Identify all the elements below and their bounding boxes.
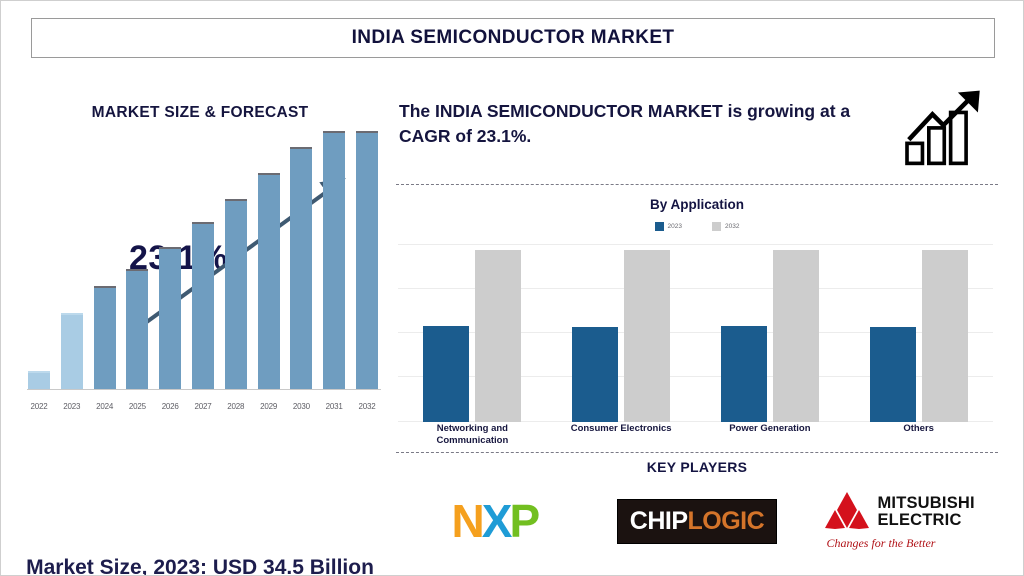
key-players-title: KEY PLAYERS <box>646 459 748 475</box>
axis-tick-label: 2024 <box>96 402 114 411</box>
app-bar-2023 <box>423 326 470 422</box>
forecast-bar-col <box>224 131 248 389</box>
chiplogic-logo: CHIP LOGIC <box>616 498 778 544</box>
by-application-legend: 2023 2032 <box>393 222 1001 231</box>
axis-tick-label: 2023 <box>63 402 81 411</box>
forecast-bars <box>27 131 379 389</box>
app-bar-2023 <box>720 326 767 422</box>
axis-tick-label: 2026 <box>161 402 179 411</box>
nxp-logo-letter-n: N <box>451 495 485 547</box>
forecast-bar-col <box>355 131 379 389</box>
market-size-forecast-chart: 23.1% <box>19 131 384 451</box>
forecast-bar-col <box>60 131 84 389</box>
gridline <box>398 421 993 422</box>
forecast-axis-line <box>27 389 381 390</box>
forecast-bar-col <box>93 131 117 389</box>
legend-label: 2032 <box>725 223 740 230</box>
forecast-bar-col <box>158 131 182 389</box>
market-size-value-label: Market Size, 2023: USD 34.5 Billion <box>26 556 374 576</box>
app-bar-group <box>707 244 832 422</box>
mitsubishi-electric-logo: MITSUBISHI ELECTRIC Changes for the Bett… <box>824 491 975 551</box>
forecast-bar-col <box>27 131 51 389</box>
category-label: Power Generation <box>729 423 811 434</box>
axis-tick-label: 2031 <box>325 402 343 411</box>
gridline <box>398 288 993 289</box>
market-size-forecast-panel: MARKET SIZE & FORECAST 23.1% <box>9 71 391 575</box>
forecast-bar-col <box>191 131 215 389</box>
chiplogic-logo-part-logic: LOGIC <box>687 506 765 535</box>
forecast-bar-col <box>322 131 346 389</box>
app-bar-group <box>410 244 535 422</box>
page-title: INDIA SEMICONDUCTOR MARKET <box>351 27 675 48</box>
mitsubishi-logo-wordmark: MITSUBISHI ELECTRIC <box>877 495 974 529</box>
axis-tick-label: 2027 <box>194 402 212 411</box>
axis-tick-label: 2022 <box>30 402 48 411</box>
divider-bottom <box>396 452 998 453</box>
nxp-logo: N X P <box>451 495 541 547</box>
logo-slot-chiplogic: CHIP LOGIC <box>602 485 792 557</box>
market-size-forecast-heading: MARKET SIZE & FORECAST <box>91 104 309 121</box>
mitsubishi-logo-tagline: Changes for the Better <box>826 536 936 550</box>
by-application-bar-groups <box>398 244 993 422</box>
logo-slot-mitsubishi: MITSUBISHI ELECTRIC Changes for the Bett… <box>805 485 995 557</box>
axis-tick-label: 2025 <box>128 402 146 411</box>
nxp-logo-letter-x: X <box>481 495 513 547</box>
legend-label: 2023 <box>667 223 682 230</box>
forecast-year-axis: 2022 2023 2024 2025 2026 2027 2028 2029 … <box>27 402 379 411</box>
category-label: Others <box>903 423 934 434</box>
app-bar-2032 <box>772 250 819 422</box>
divider-top <box>396 184 998 185</box>
page-title-bar: INDIA SEMICONDUCTOR MARKET <box>31 18 995 58</box>
category-label: Networking and Communication <box>436 423 509 446</box>
forecast-bar-col <box>125 131 149 389</box>
forecast-bar-col <box>257 131 281 389</box>
legend-swatch-icon <box>654 222 664 231</box>
chiplogic-logo-part-chip: CHIP <box>629 506 688 535</box>
summary-panel: The INDIA SEMICONDUCTOR MARKET is growin… <box>393 71 1001 569</box>
legend-entry-2032: 2032 <box>712 222 739 231</box>
mitsubishi-logo-line2: ELECTRIC <box>877 511 962 529</box>
forecast-bar-col <box>289 131 313 389</box>
growth-bar-chart-arrow-icon <box>905 90 980 166</box>
mitsubishi-logo-line1: MITSUBISHI <box>877 494 975 513</box>
by-application-category-labels: Networking and Communication Consumer El… <box>398 423 993 447</box>
legend-entry-2023: 2023 <box>654 222 682 231</box>
nxp-logo-letter-p: P <box>509 495 540 547</box>
by-application-title: By Application <box>649 197 744 212</box>
gridline <box>398 376 993 377</box>
axis-tick-label: 2028 <box>227 402 245 411</box>
app-bar-2023 <box>869 327 916 422</box>
app-bar-2023 <box>572 327 619 422</box>
logo-slot-nxp: N X P <box>399 485 589 557</box>
mitsubishi-logo-row: MITSUBISHI ELECTRIC <box>824 491 975 533</box>
mitsubishi-three-diamonds-icon <box>825 492 870 529</box>
app-bar-2032 <box>624 250 671 422</box>
legend-swatch-icon <box>712 222 721 231</box>
app-bar-2032 <box>921 250 968 422</box>
cagr-headline: The INDIA SEMICONDUCTOR MARKET is growin… <box>399 101 851 146</box>
gridline <box>398 244 993 245</box>
axis-tick-label: 2029 <box>260 402 278 411</box>
category-label: Consumer Electronics <box>570 423 672 434</box>
axis-tick-label: 2032 <box>358 402 376 411</box>
axis-tick-label: 2030 <box>292 402 310 411</box>
app-bar-group <box>856 244 981 422</box>
gridline <box>398 332 993 333</box>
key-players-logos: N X P CHIP LOGIC <box>393 483 1001 559</box>
by-application-chart <box>398 244 993 422</box>
app-bar-group <box>559 244 684 422</box>
app-bar-2032 <box>475 250 522 422</box>
